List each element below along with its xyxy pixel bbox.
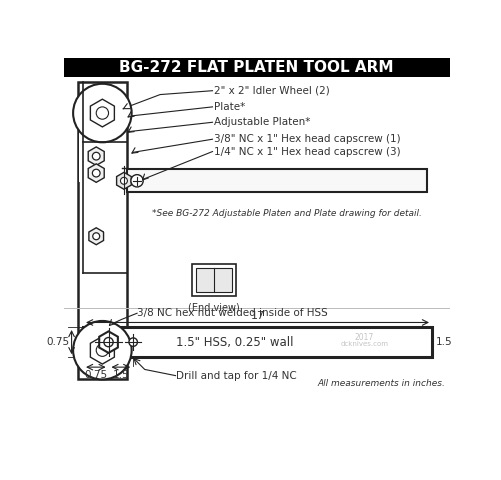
Text: (End view): (End view) <box>188 302 240 312</box>
Polygon shape <box>88 164 104 182</box>
Text: 1.5" HSS, 0.25" wall: 1.5" HSS, 0.25" wall <box>176 336 293 348</box>
Bar <box>127 169 427 192</box>
Text: dcknives.com: dcknives.com <box>340 341 388 347</box>
Text: BG-272 FLAT PLATEN TOOL ARM: BG-272 FLAT PLATEN TOOL ARM <box>119 60 394 75</box>
Bar <box>79 105 125 182</box>
Text: *See BG-272 Adjustable Platen and Plate drawing for detail.: *See BG-272 Adjustable Platen and Plate … <box>152 209 422 218</box>
Text: 1.5: 1.5 <box>113 370 129 380</box>
Bar <box>83 327 432 357</box>
Circle shape <box>120 177 127 184</box>
Circle shape <box>73 84 132 142</box>
Circle shape <box>93 233 100 240</box>
Bar <box>192 264 235 296</box>
Circle shape <box>129 338 137 347</box>
Text: 1/4" NC x 1" Hex head capscrew (3): 1/4" NC x 1" Hex head capscrew (3) <box>214 146 401 156</box>
Polygon shape <box>88 147 104 166</box>
Circle shape <box>96 107 109 119</box>
Text: Adjustable Platen*: Adjustable Platen* <box>214 117 311 127</box>
Circle shape <box>104 337 113 347</box>
Text: All measurements in inches.: All measurements in inches. <box>318 379 446 388</box>
Text: 3/8" NC x 1" Hex head capscrew (1): 3/8" NC x 1" Hex head capscrew (1) <box>214 134 401 144</box>
Circle shape <box>96 344 109 356</box>
Bar <box>196 268 232 292</box>
Circle shape <box>131 175 143 187</box>
Polygon shape <box>90 336 114 364</box>
Bar <box>64 58 449 77</box>
Text: Plate*: Plate* <box>214 102 245 112</box>
Bar <box>78 82 127 380</box>
Text: 0.75: 0.75 <box>46 337 69 347</box>
Text: Drill and tap for 1/4 NC: Drill and tap for 1/4 NC <box>175 371 296 381</box>
Polygon shape <box>90 99 114 127</box>
Circle shape <box>93 341 112 360</box>
Circle shape <box>73 321 132 380</box>
Text: 0.75: 0.75 <box>84 370 107 380</box>
Polygon shape <box>89 228 104 245</box>
Text: 3/8 NC hex nut welded inside of HSS: 3/8 NC hex nut welded inside of HSS <box>137 308 328 318</box>
Text: 17: 17 <box>250 311 265 321</box>
Polygon shape <box>117 172 131 189</box>
Text: 1.5: 1.5 <box>436 337 452 347</box>
Circle shape <box>92 169 100 177</box>
Polygon shape <box>99 331 118 353</box>
Circle shape <box>93 104 112 122</box>
Text: 2017: 2017 <box>355 334 374 342</box>
Text: 2" x 2" Idler Wheel (2): 2" x 2" Idler Wheel (2) <box>214 86 330 96</box>
Circle shape <box>92 152 100 160</box>
